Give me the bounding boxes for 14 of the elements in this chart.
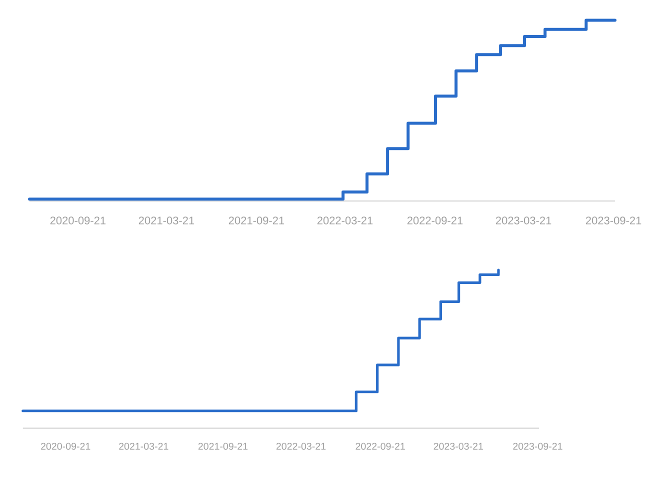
x-tick-label: 2022-03-21 — [317, 216, 373, 224]
x-tick-label: 2022-09-21 — [407, 216, 463, 224]
x-tick-label: 2023-03-21 — [434, 442, 483, 450]
x-tick-label: 2021-03-21 — [138, 216, 194, 224]
x-tick-label: 2023-09-21 — [513, 442, 562, 450]
x-tick-label: 2021-03-21 — [119, 442, 168, 450]
x-tick-label: 2021-09-21 — [198, 442, 248, 450]
x-tick-label: 2023-09-21 — [586, 216, 642, 224]
x-tick-label: 2020-09-21 — [41, 442, 90, 450]
x-tick-label: 2021-09-21 — [228, 216, 284, 224]
x-tick-label: 2023-03-21 — [496, 216, 552, 224]
x-tick-label: 2022-03-21 — [276, 442, 326, 450]
x-tick-label: 2020-09-21 — [50, 216, 106, 224]
x-tick-label: 2022-09-21 — [356, 442, 405, 450]
